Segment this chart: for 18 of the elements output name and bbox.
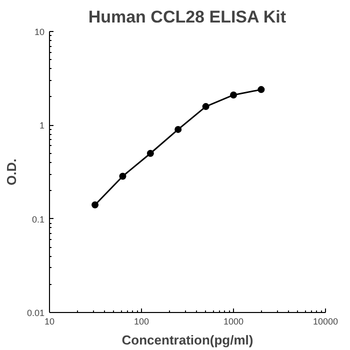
x-tick-label: 1000 <box>223 316 244 326</box>
point <box>92 201 99 208</box>
y-tick-label: 0.1 <box>32 214 45 224</box>
x-axis-title: Concentration(pg/ml) <box>122 332 254 348</box>
point <box>146 150 154 157</box>
point <box>119 172 126 180</box>
y-tick-label: 0.01 <box>26 308 45 318</box>
y-axis-title: O.D. <box>4 158 19 186</box>
point <box>230 91 237 98</box>
x-tick-label: 10000 <box>312 316 338 326</box>
point <box>258 86 265 94</box>
chart-title: Human CCL28 ELISA Kit <box>88 8 286 26</box>
y-tick-label: 1 <box>39 120 45 131</box>
x-tick-label: 10 <box>44 316 55 326</box>
x-tick-label: 100 <box>134 316 150 326</box>
y-tick-label: 10 <box>34 27 45 37</box>
point <box>202 103 210 110</box>
point <box>174 126 182 133</box>
